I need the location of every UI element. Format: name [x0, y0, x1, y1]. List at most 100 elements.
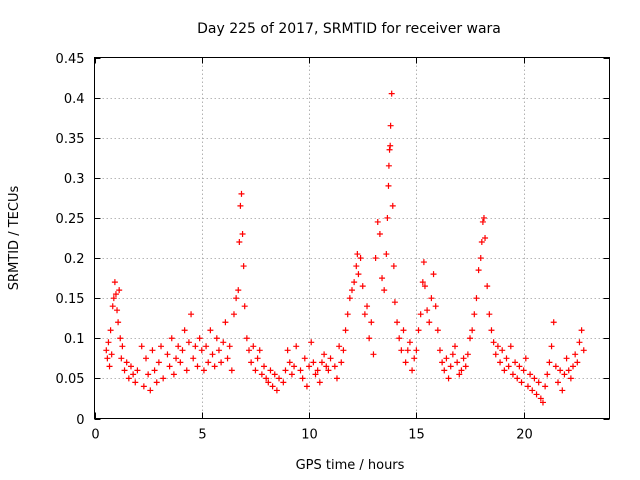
data-point — [103, 347, 110, 354]
data-point — [308, 339, 315, 346]
data-point — [499, 347, 506, 354]
data-point — [420, 259, 427, 266]
data-point — [389, 202, 396, 209]
data-point — [372, 255, 379, 262]
data-point — [550, 319, 557, 326]
data-point — [238, 190, 245, 197]
data-point — [273, 387, 280, 394]
data-point — [263, 375, 270, 382]
data-point — [354, 251, 361, 258]
data-point — [346, 295, 353, 302]
data-point — [361, 311, 368, 318]
data-point — [490, 339, 497, 346]
data-point — [475, 267, 482, 274]
data-point — [286, 359, 293, 366]
data-point — [112, 291, 119, 298]
data-point — [149, 347, 156, 354]
data-point — [417, 311, 424, 318]
data-point — [482, 235, 489, 241]
data-point — [121, 367, 128, 374]
data-point — [430, 271, 437, 278]
data-point — [544, 371, 551, 378]
x-tick-label: 15 — [408, 428, 425, 443]
data-point — [235, 287, 242, 294]
data-point — [200, 367, 207, 374]
data-point — [177, 359, 184, 366]
data-point — [366, 335, 373, 342]
data-point — [312, 371, 319, 378]
data-point — [218, 359, 225, 366]
data-point — [276, 375, 283, 382]
data-point — [118, 355, 125, 362]
data-point — [194, 363, 201, 370]
data-point — [243, 335, 250, 342]
data-point — [400, 327, 407, 334]
data-point — [248, 359, 255, 366]
data-point — [531, 375, 538, 382]
y-tick-label: 0.3 — [64, 172, 85, 187]
data-point — [280, 379, 287, 386]
data-point — [527, 371, 534, 378]
data-point — [505, 363, 512, 370]
data-point — [284, 347, 291, 354]
data-point — [164, 351, 171, 358]
data-point — [413, 347, 420, 354]
data-point — [469, 327, 476, 334]
data-point — [524, 383, 531, 390]
data-point — [520, 367, 527, 374]
data-point — [359, 283, 366, 290]
data-point — [406, 339, 413, 346]
data-point — [198, 347, 205, 354]
data-point — [576, 339, 583, 346]
data-point — [486, 311, 493, 318]
data-point — [327, 355, 334, 362]
data-point — [368, 319, 375, 326]
data-point — [291, 363, 298, 370]
data-point — [456, 371, 463, 378]
y-tick-label: 0.35 — [56, 132, 85, 147]
data-point — [256, 347, 263, 354]
y-tick-label: 0 — [76, 413, 84, 428]
y-tick-label: 0.2 — [64, 252, 85, 267]
data-point — [563, 355, 570, 362]
data-point — [153, 379, 160, 386]
data-point — [228, 367, 235, 374]
data-point — [353, 263, 360, 270]
data-point — [205, 359, 212, 366]
data-point — [301, 355, 308, 362]
data-point — [342, 327, 349, 334]
data-point — [574, 359, 581, 366]
grid — [94, 57, 610, 419]
data-point — [449, 351, 456, 358]
data-point — [338, 359, 345, 366]
data-point — [379, 275, 386, 282]
data-point — [509, 371, 516, 378]
data-point — [183, 367, 190, 374]
data-point — [355, 271, 362, 278]
data-point — [297, 367, 304, 374]
data-point — [411, 355, 418, 362]
data-point — [321, 351, 328, 358]
data-point — [415, 327, 422, 334]
data-point — [386, 146, 393, 153]
data-point — [436, 347, 443, 354]
y-axis-label: SRMTID / TECUs — [7, 186, 22, 291]
data-point — [507, 343, 514, 350]
data-point — [158, 343, 165, 350]
data-point — [196, 335, 203, 342]
data-point — [478, 239, 485, 246]
y-tick-label: 0.15 — [56, 292, 85, 307]
data-point — [479, 218, 486, 225]
data-point — [548, 343, 555, 350]
data-point — [565, 367, 572, 374]
data-point — [237, 202, 244, 209]
data-point — [240, 263, 247, 270]
data-point — [404, 347, 411, 354]
data-point — [170, 371, 177, 378]
data-point — [188, 311, 195, 318]
data-point — [467, 335, 474, 342]
data-point — [155, 359, 162, 366]
data-point — [445, 375, 452, 382]
data-point — [106, 363, 113, 370]
data-point — [477, 255, 484, 262]
